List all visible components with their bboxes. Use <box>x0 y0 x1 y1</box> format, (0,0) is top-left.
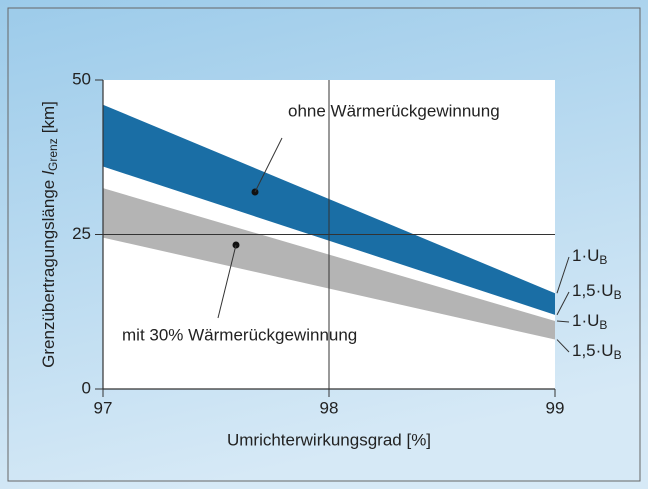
y-tick-label: 0 <box>82 378 91 397</box>
line-label: 1·UB <box>572 246 607 267</box>
line-label-sub: B <box>614 348 622 362</box>
label-leader <box>556 256 570 294</box>
line-label-text: 1,5·U <box>572 341 614 360</box>
line-label: 1,5·UB <box>572 281 622 302</box>
annotation-leader <box>254 137 283 193</box>
line-label: 1,5·UB <box>572 341 622 362</box>
x-tick-label: 98 <box>320 398 339 417</box>
frame <box>7 7 641 482</box>
line-label-text: 1·U <box>572 311 599 330</box>
annotation-leader <box>217 244 237 319</box>
y-tick-label: 50 <box>72 69 91 88</box>
annotation: ohne Wärmerückgewinnung <box>288 101 500 120</box>
y-label-sub: Grenz <box>46 138 60 171</box>
line-label-sub: B <box>599 253 607 267</box>
line-label: 1·UB <box>572 311 607 332</box>
x-axis-label: Umrichterwirkungsgrad [%] <box>227 430 431 449</box>
label-leader <box>556 320 570 323</box>
line-label-text: 1·U <box>572 246 599 265</box>
line-label-sub: B <box>614 288 622 302</box>
x-tick-label: 97 <box>94 398 113 417</box>
line-label-text: 1,5·U <box>572 281 614 300</box>
y-tick-label: 25 <box>72 224 91 243</box>
y-label-unit: [km] <box>39 101 58 133</box>
label-leader <box>556 291 570 316</box>
x-tick-label: 99 <box>546 398 565 417</box>
y-axis-label: Grenzübertragungslänge lGrenz [km] <box>39 101 60 368</box>
y-label-symbol: l <box>39 170 58 175</box>
annotation: mit 30% Wärmerückgewinnung <box>122 325 357 344</box>
line-label-sub: B <box>599 318 607 332</box>
y-label-text: Grenzübertragungslänge <box>39 180 58 368</box>
label-leader <box>556 339 570 353</box>
